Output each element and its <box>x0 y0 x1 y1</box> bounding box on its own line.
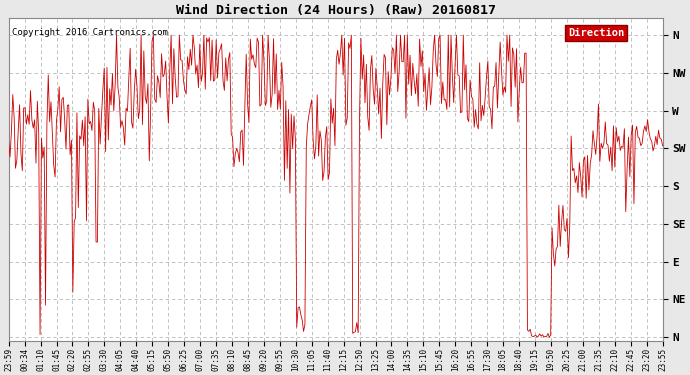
Text: Direction: Direction <box>568 28 624 38</box>
Title: Wind Direction (24 Hours) (Raw) 20160817: Wind Direction (24 Hours) (Raw) 20160817 <box>176 4 495 17</box>
Text: Copyright 2016 Cartronics.com: Copyright 2016 Cartronics.com <box>12 28 168 37</box>
